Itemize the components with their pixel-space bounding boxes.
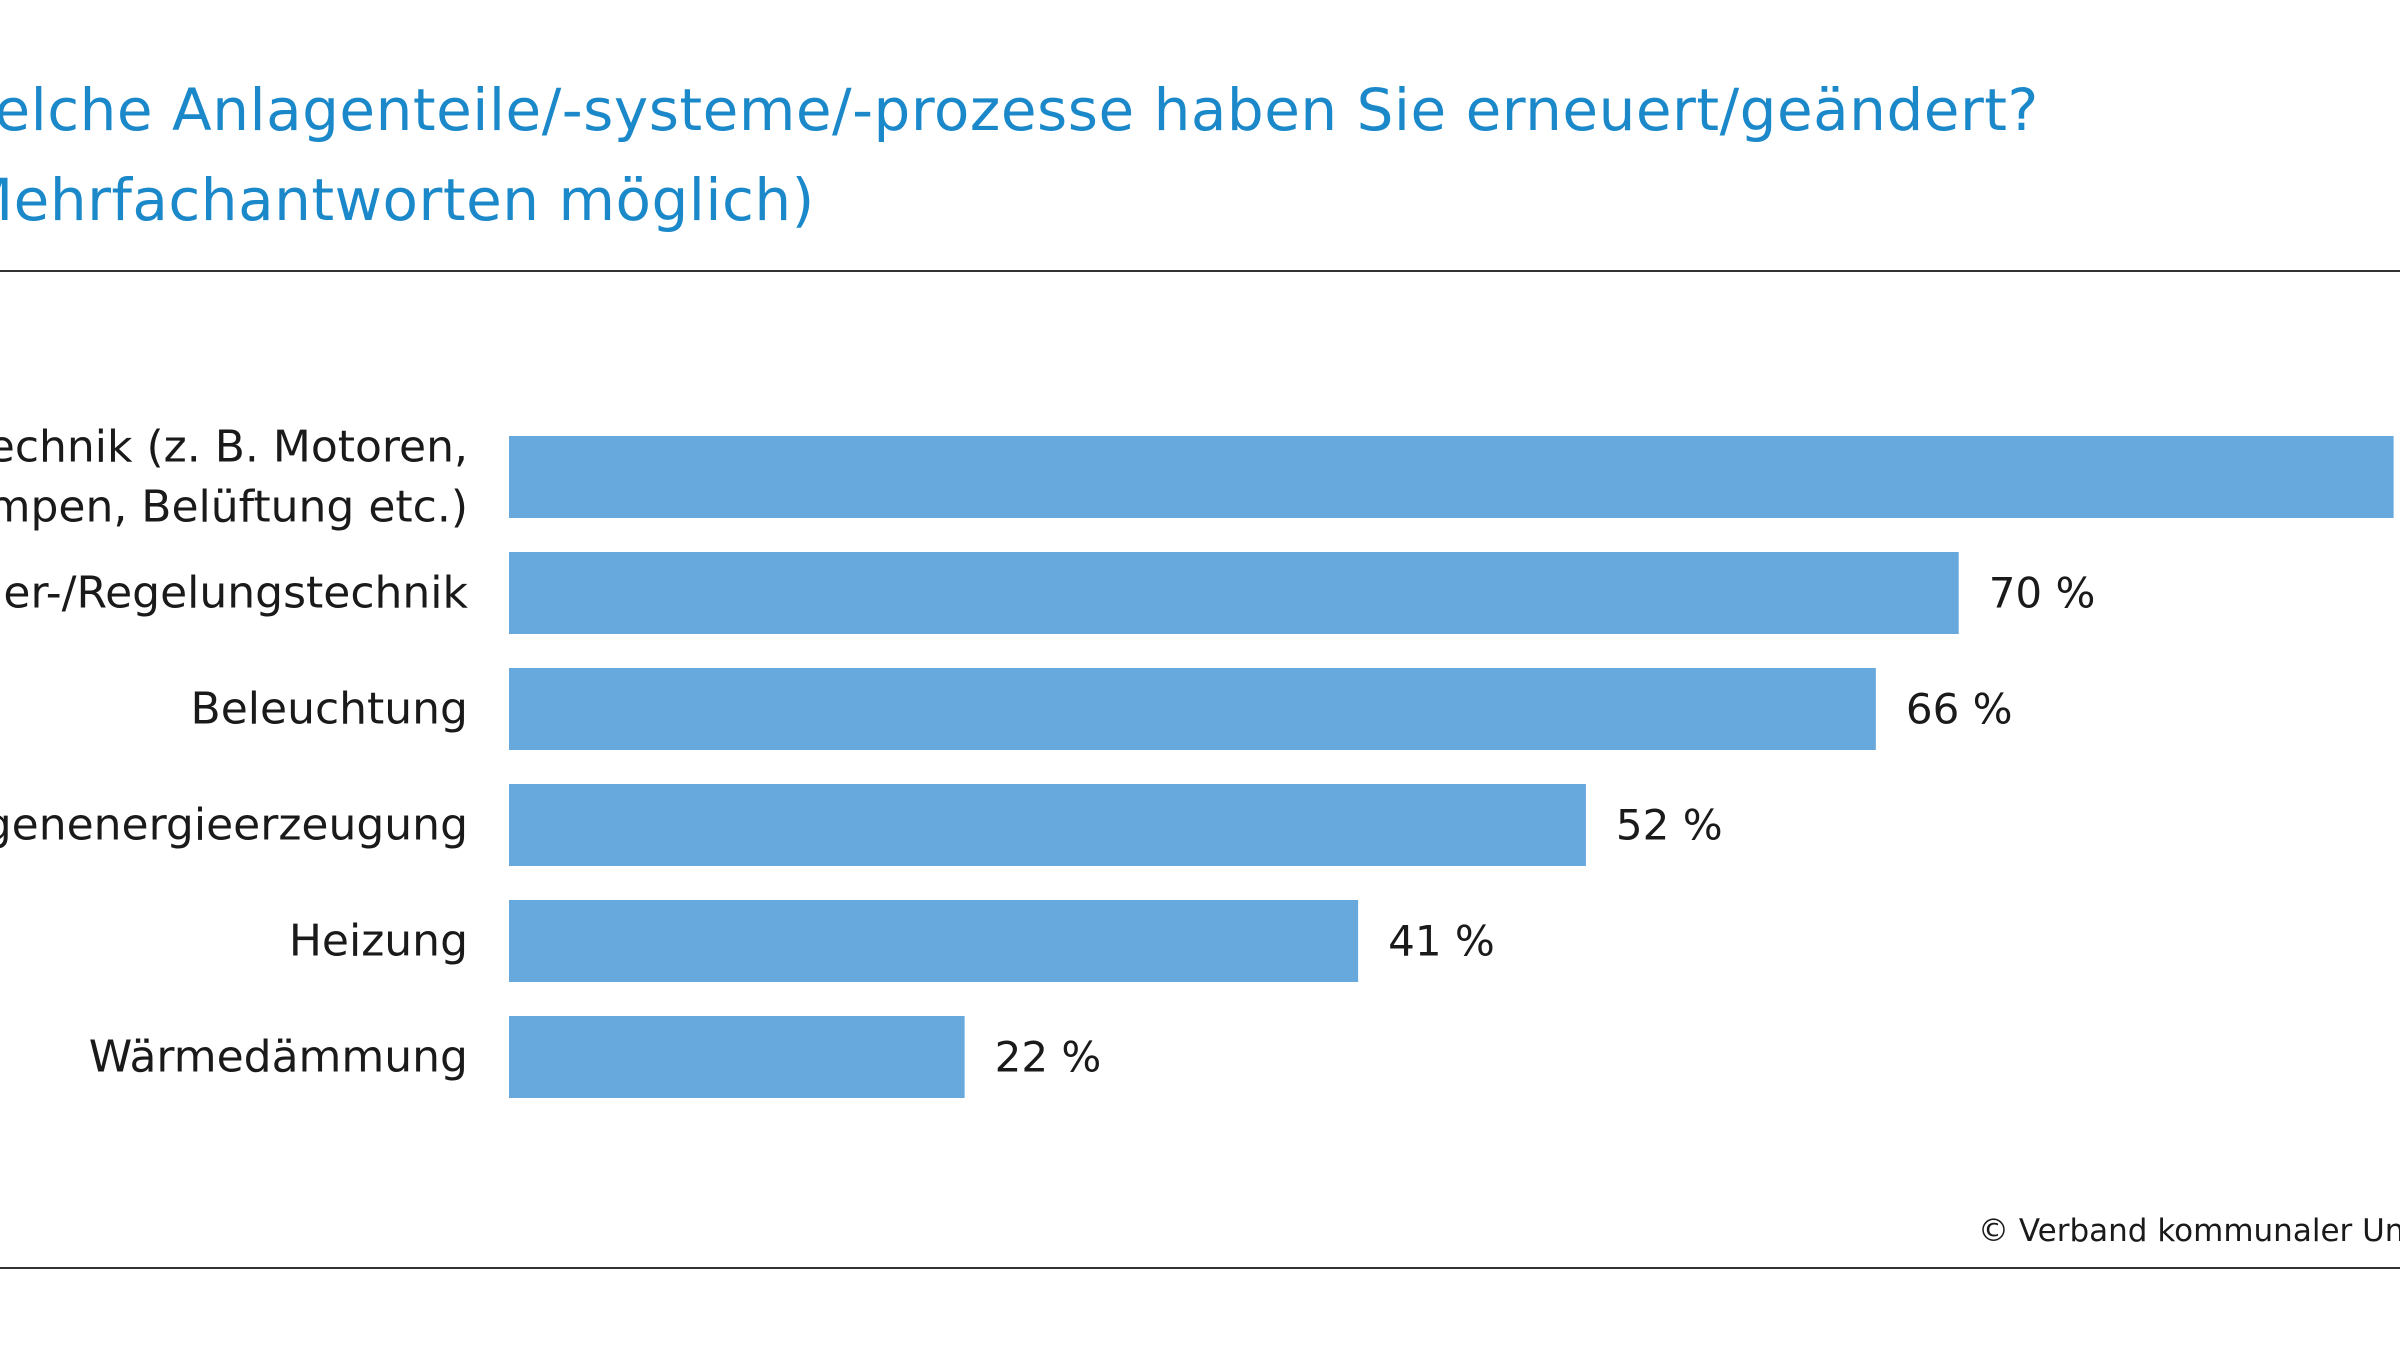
category-label: Maschinentechnik (z. B. Motoren, (0, 422, 468, 473)
category-label: Pumpen, Belüftung etc.) (0, 482, 468, 533)
category-label: Heizung (289, 916, 468, 967)
value-label: 52 % (1616, 801, 1723, 850)
top-divider (0, 270, 2400, 272)
category-label: Mess-, Steuer-/Regelungstechnik (0, 568, 469, 619)
value-label: 70 % (1989, 569, 2096, 618)
bottom-divider (0, 1267, 2400, 1269)
category-label: Wärmedämmung (89, 1032, 468, 1083)
category-label: Eigenenergieerzeugung (0, 800, 468, 851)
bar (509, 900, 1359, 982)
value-label: 66 % (1906, 685, 2013, 734)
source-credit: © Verband kommunaler Unternehmen (1978, 1213, 2400, 1249)
chart-title-line-1: Welche Anlagenteile/-systeme/-prozesse h… (0, 76, 2039, 144)
bar (509, 436, 2394, 518)
value-label: 41 % (1388, 917, 1495, 966)
bar (509, 1016, 965, 1098)
bar (509, 784, 1586, 866)
value-label: 22 % (995, 1033, 1102, 1082)
chart-title-line-2: (Mehrfachantworten möglich) (0, 166, 815, 234)
bar (509, 668, 1876, 750)
category-label: Beleuchtung (191, 684, 468, 735)
bar (509, 552, 1959, 634)
